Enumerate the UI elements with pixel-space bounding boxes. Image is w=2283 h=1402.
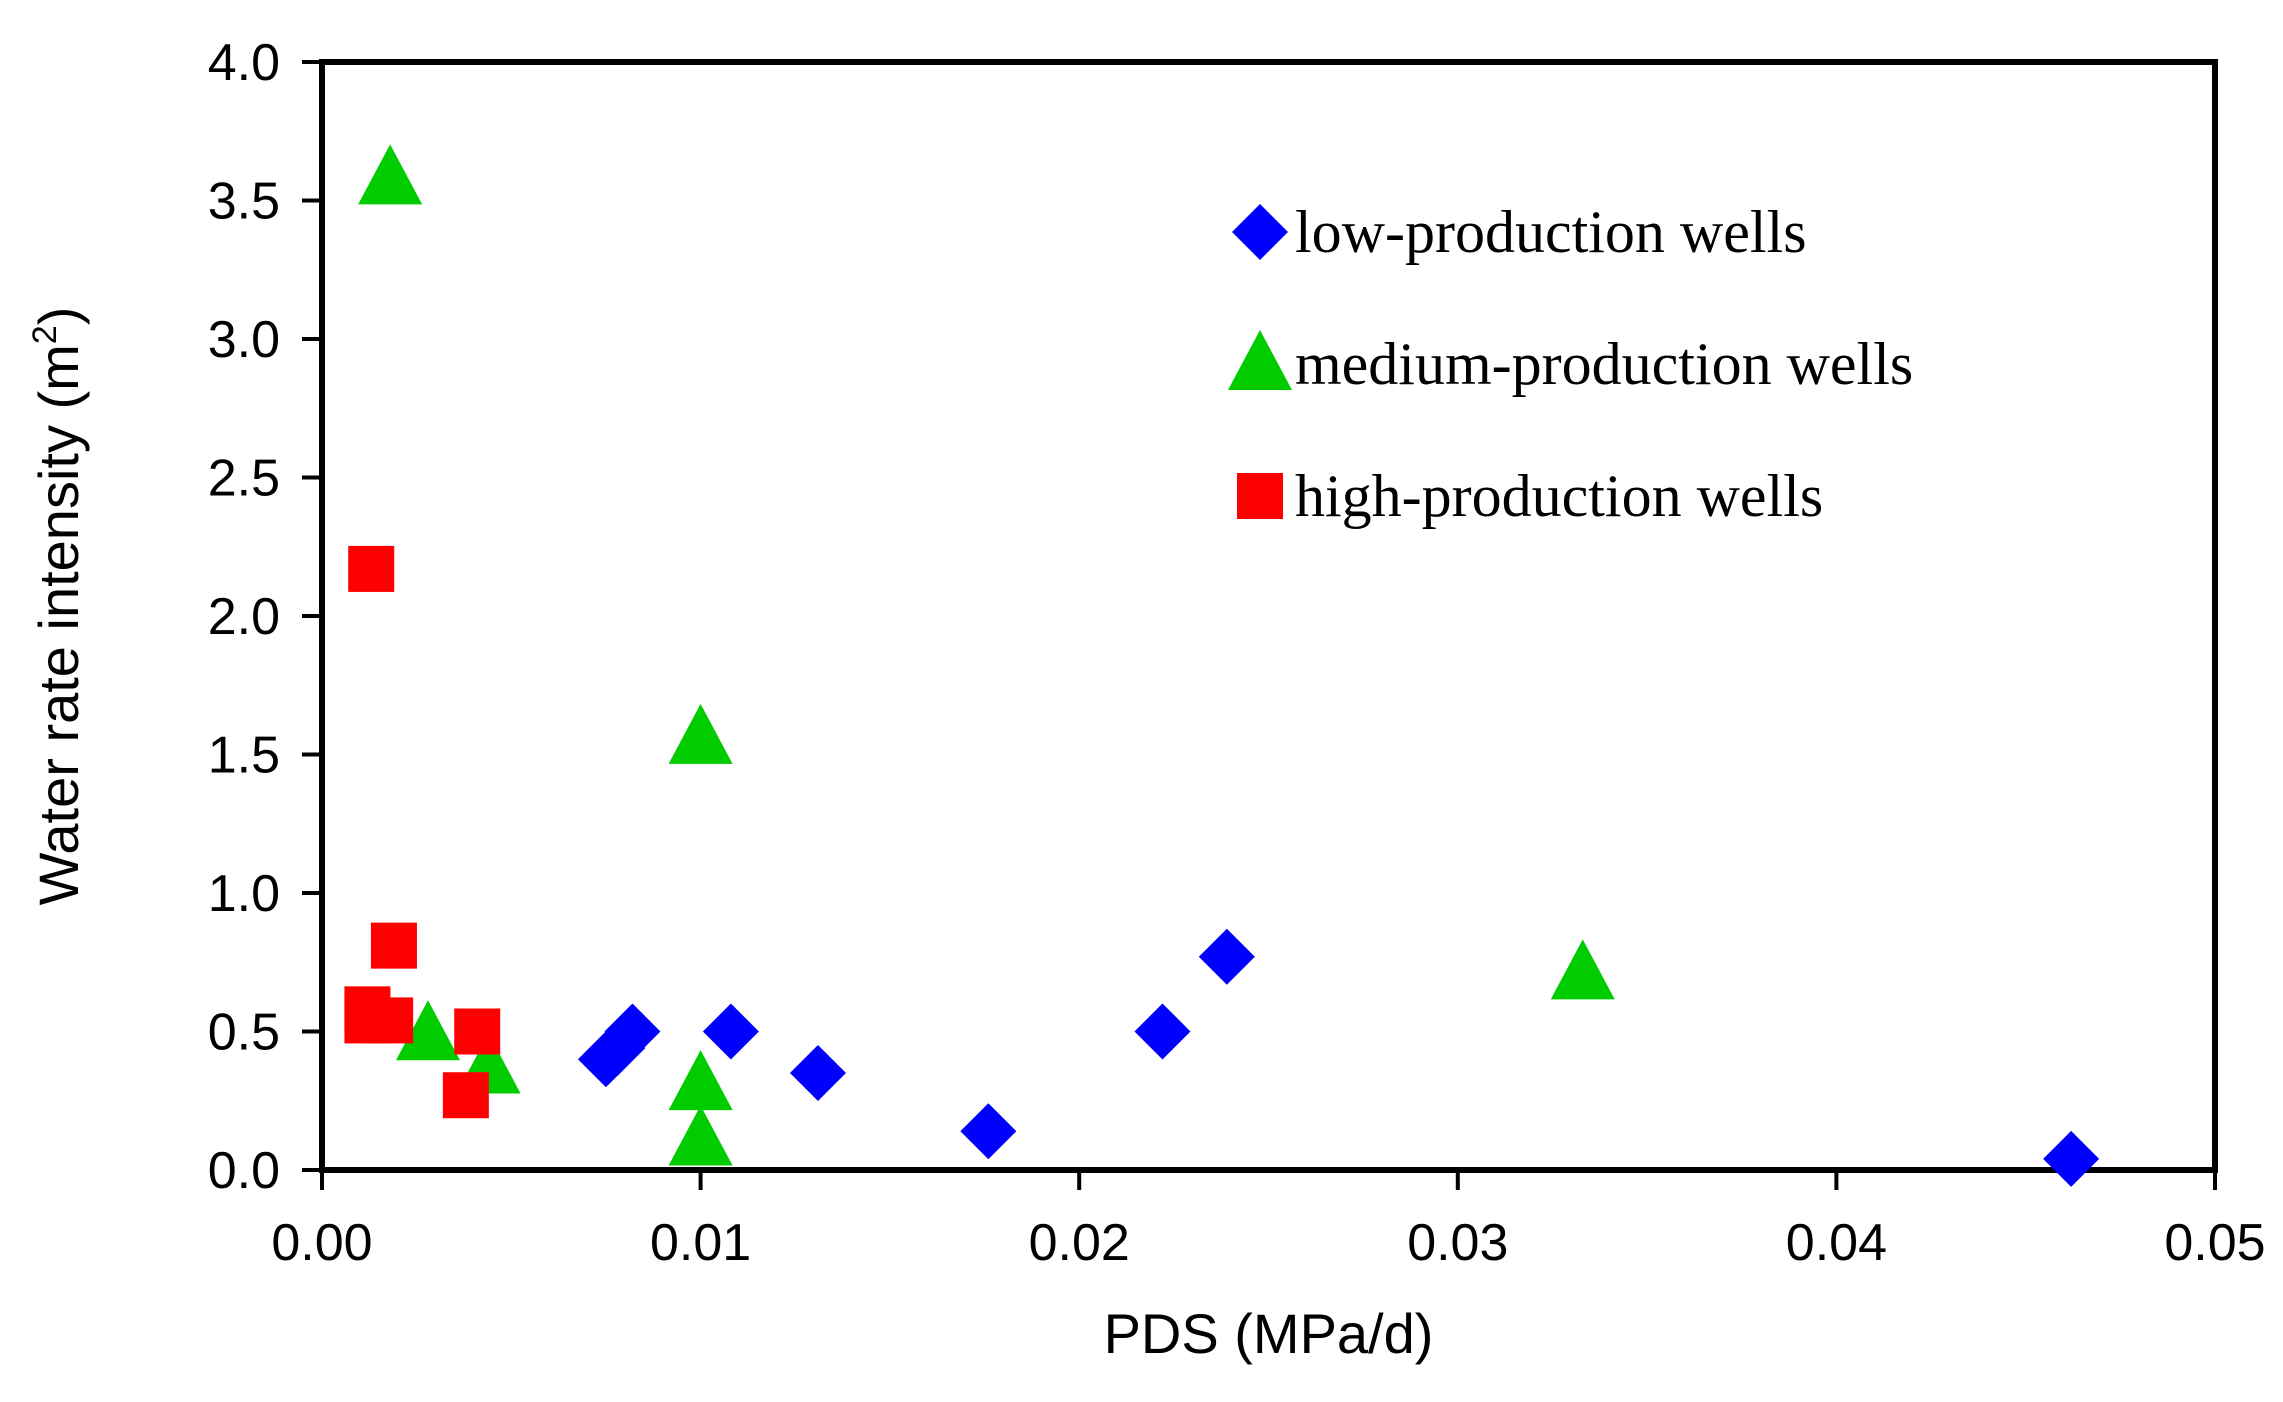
- y-axis-title-main: Water rate intensity (m: [27, 344, 90, 905]
- y-axis: 0.0 0.5 1.0 1.5 2.0 2.5 3.0 3.5 4.0: [208, 34, 322, 1200]
- diamond-data-point: [702, 1003, 759, 1060]
- triangle-legend-icon: [1228, 330, 1292, 390]
- square-legend-icon: [1237, 473, 1283, 519]
- x-axis: 0.00 0.01 0.02 0.03 0.04 0.05: [271, 1170, 2266, 1272]
- data-markers: [344, 144, 2100, 1187]
- y-tick-label: 3.0: [208, 311, 280, 369]
- y-tick-label: 2.0: [208, 588, 280, 646]
- triangle-data-point: [668, 703, 733, 764]
- legend-item: high-production wells: [1237, 463, 1823, 529]
- square-data-point: [442, 1072, 489, 1119]
- y-tick-label: 0.0: [208, 1142, 280, 1200]
- triangle-data-point: [358, 144, 423, 205]
- diamond-data-point: [2043, 1130, 2100, 1187]
- x-tick-label: 0.05: [2164, 1214, 2265, 1272]
- triangle-data-point: [1550, 939, 1615, 1000]
- diamond-data-point: [960, 1103, 1017, 1160]
- square-data-point: [454, 1008, 501, 1055]
- y-axis-title-suffix: ): [27, 307, 90, 326]
- x-axis-title: PDS (MPa/d): [1104, 1302, 1434, 1365]
- y-tick-label: 1.0: [208, 865, 280, 923]
- x-tick-label: 0.01: [650, 1214, 751, 1272]
- y-axis-title: Water rate intensity (m2): [26, 307, 90, 906]
- y-tick-label: 3.5: [208, 173, 280, 231]
- x-tick-label: 0.03: [1407, 1214, 1508, 1272]
- legend-item: medium-production wells: [1228, 330, 1913, 397]
- x-tick-label: 0.02: [1029, 1214, 1130, 1272]
- y-tick-label: 2.5: [208, 450, 280, 508]
- diamond-data-point: [604, 1003, 661, 1060]
- diamond-data-point: [1198, 928, 1255, 985]
- triangle-data-point: [668, 1050, 733, 1111]
- triangle-data-point: [396, 1000, 461, 1061]
- y-tick-label: 0.5: [208, 1004, 280, 1062]
- legend: low-production wells medium-production we…: [1228, 199, 1913, 529]
- legend-label: high-production wells: [1295, 463, 1823, 529]
- series-square-markers: [344, 545, 501, 1119]
- square-data-point: [367, 997, 414, 1044]
- legend-label: low-production wells: [1295, 199, 1807, 265]
- legend-label: medium-production wells: [1295, 331, 1913, 397]
- square-data-point: [370, 922, 417, 969]
- diamond-legend-icon: [1232, 204, 1288, 260]
- x-tick-label: 0.04: [1786, 1214, 1887, 1272]
- series-triangle-markers: [358, 144, 1615, 1166]
- legend-item: low-production wells: [1232, 199, 1807, 265]
- y-tick-label: 1.5: [208, 727, 280, 785]
- diamond-data-point: [1134, 1003, 1191, 1060]
- series-diamond-markers: [577, 928, 2100, 1187]
- y-tick-label: 4.0: [208, 34, 280, 92]
- y-axis-title-superscript: 2: [26, 325, 64, 344]
- x-tick-label: 0.00: [271, 1214, 372, 1272]
- diamond-data-point: [789, 1045, 846, 1102]
- triangle-data-point: [668, 1105, 733, 1166]
- square-data-point: [348, 545, 395, 592]
